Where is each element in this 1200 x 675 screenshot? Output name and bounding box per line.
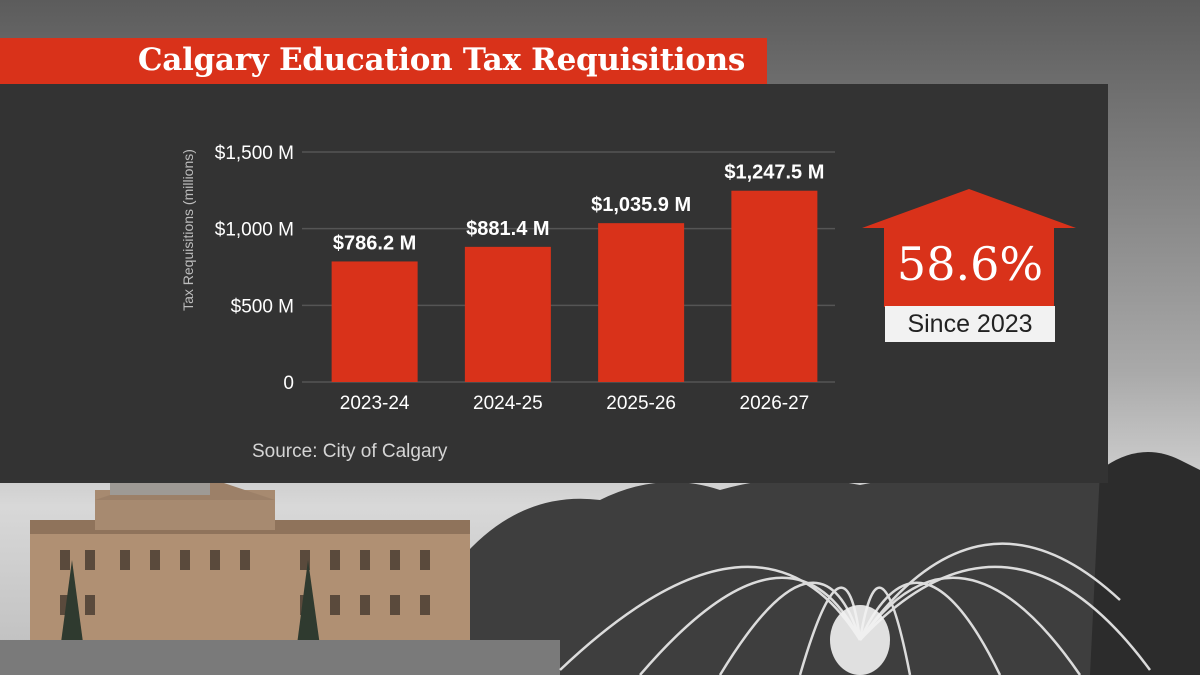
source-note: Source: City of Calgary [252,441,448,462]
data-label: $1,247.5 M [724,162,824,184]
y-tick-label: $500 M [231,296,294,317]
x-tick-label: 2023-24 [340,393,410,414]
data-label: $1,035.9 M [591,194,691,216]
up-arrow-icon [862,189,1076,307]
data-label: $786.2 M [333,232,416,254]
bar [464,246,551,382]
bar [331,261,418,382]
x-tick-label: 2025-26 [606,393,676,414]
x-tick-label: 2024-25 [473,393,543,414]
x-tick-label: 2026-27 [740,393,810,414]
title-bar: Calgary Education Tax Requisitions [0,38,767,84]
y-axis-label: Tax Requisitions (millions) [180,149,196,311]
bar-chart: 0 $500 M $1,000 M $1,500 M Tax Requisitions … [180,143,835,414]
bar [598,223,685,382]
y-tick-label: $1,000 M [215,220,294,241]
bar [731,190,818,382]
data-label: $881.4 M [466,218,549,240]
since-caption: Since 2023 [885,306,1055,342]
y-tick-label: 0 [283,373,294,394]
chart-title: Calgary Education Tax Requisitions [137,42,745,78]
increase-percent: 58.6% [896,237,1044,291]
y-tick-label: $1,500 M [215,143,294,164]
